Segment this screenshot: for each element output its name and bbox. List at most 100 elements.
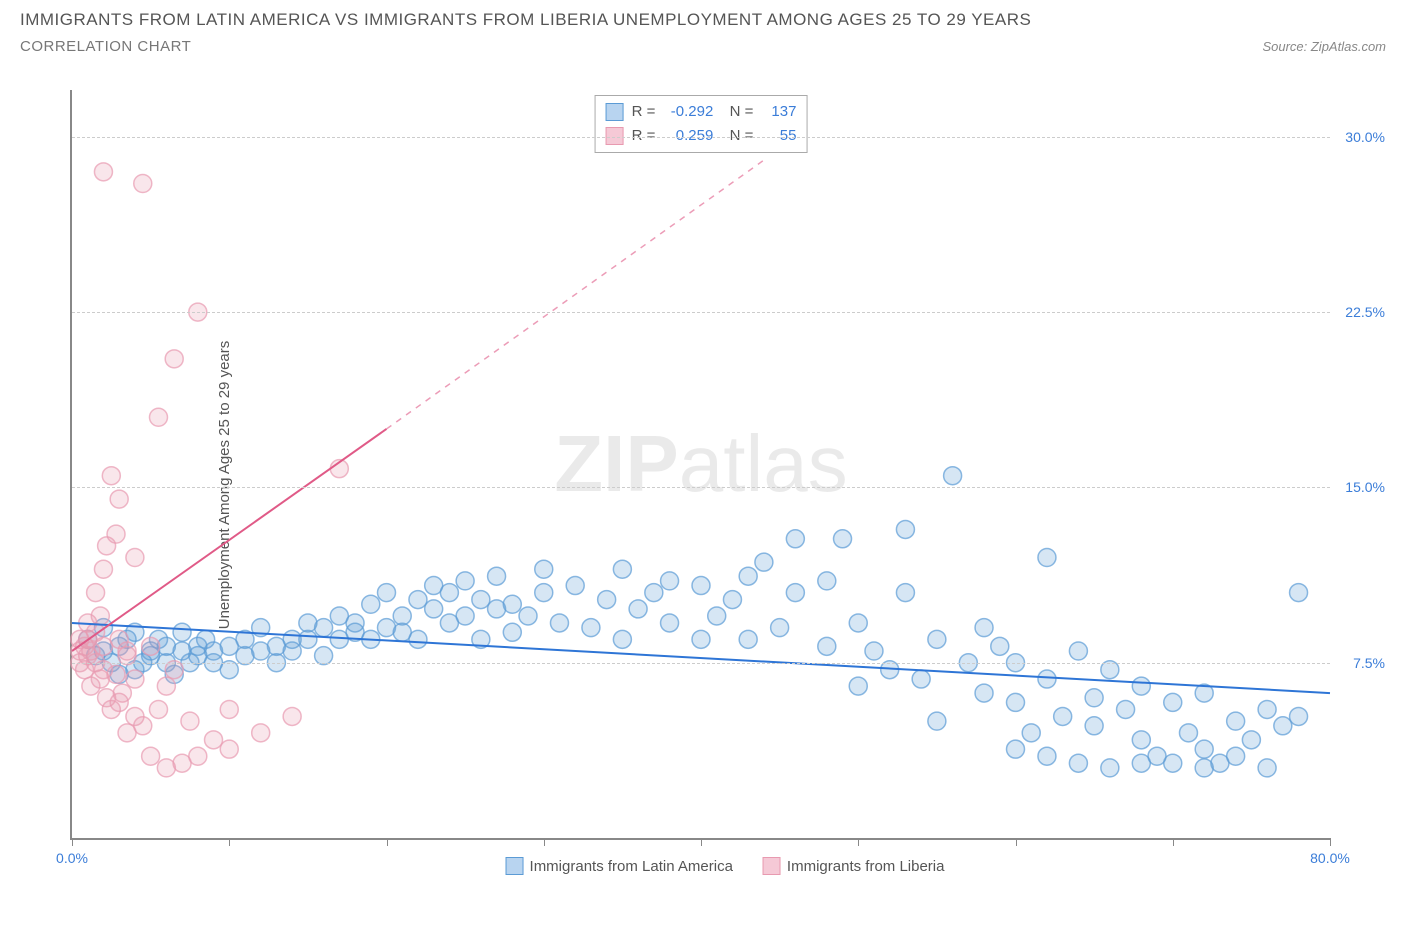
scatter-point bbox=[912, 670, 930, 688]
y-tick-label: 30.0% bbox=[1345, 129, 1385, 145]
scatter-point bbox=[786, 584, 804, 602]
scatter-point bbox=[165, 350, 183, 368]
scatter-point bbox=[598, 591, 616, 609]
legend-item: Immigrants from Latin America bbox=[506, 857, 733, 875]
scatter-point bbox=[896, 584, 914, 602]
scatter-point bbox=[1038, 747, 1056, 765]
scatter-point bbox=[818, 572, 836, 590]
y-tick-label: 15.0% bbox=[1345, 479, 1385, 495]
scatter-point bbox=[220, 740, 238, 758]
scatter-point bbox=[1179, 724, 1197, 742]
scatter-point bbox=[346, 614, 364, 632]
chart-subtitle: CORRELATION CHART bbox=[20, 38, 191, 55]
x-tick bbox=[72, 838, 73, 846]
legend-item: Immigrants from Liberia bbox=[763, 857, 945, 875]
scatter-point bbox=[723, 591, 741, 609]
scatter-point bbox=[173, 623, 191, 641]
scatter-point bbox=[975, 619, 993, 637]
scatter-point bbox=[975, 684, 993, 702]
x-tick bbox=[701, 838, 702, 846]
scatter-point bbox=[1195, 759, 1213, 777]
scatter-point bbox=[739, 567, 757, 585]
scatter-point bbox=[928, 630, 946, 648]
scatter-point bbox=[409, 630, 427, 648]
scatter-point bbox=[661, 572, 679, 590]
scatter-point bbox=[613, 560, 631, 578]
scatter-point bbox=[991, 637, 1009, 655]
scatter-point bbox=[126, 670, 144, 688]
scatter-point bbox=[472, 591, 490, 609]
series-swatch bbox=[606, 103, 624, 121]
gridline bbox=[72, 312, 1330, 313]
y-tick-label: 7.5% bbox=[1353, 655, 1385, 671]
scatter-point bbox=[865, 642, 883, 660]
scatter-point bbox=[1038, 670, 1056, 688]
scatter-point bbox=[692, 577, 710, 595]
scatter-point bbox=[1227, 712, 1245, 730]
scatter-point bbox=[1022, 724, 1040, 742]
scatter-point bbox=[582, 619, 600, 637]
scatter-point bbox=[503, 623, 521, 641]
scatter-point bbox=[456, 572, 474, 590]
scatter-point bbox=[849, 614, 867, 632]
legend-label: Immigrants from Liberia bbox=[787, 858, 945, 875]
scatter-point bbox=[1038, 549, 1056, 567]
scatter-point bbox=[110, 490, 128, 508]
scatter-point bbox=[834, 530, 852, 548]
stat-r-value: -0.292 bbox=[663, 100, 713, 124]
title-area: IMMIGRANTS FROM LATIN AMERICA VS IMMIGRA… bbox=[0, 0, 1406, 55]
subtitle-row: CORRELATION CHART Source: ZipAtlas.com bbox=[20, 38, 1386, 55]
scatter-point bbox=[134, 717, 152, 735]
scatter-point bbox=[315, 619, 333, 637]
scatter-point bbox=[283, 707, 301, 725]
plot-area: ZIPatlas R =-0.292 N =137R =0.259 N =55 … bbox=[70, 90, 1330, 840]
scatter-point bbox=[149, 408, 167, 426]
stats-row: R = -0.292 N = 137 bbox=[606, 100, 797, 124]
stat-n-label: N = bbox=[721, 100, 753, 124]
scatter-point bbox=[708, 607, 726, 625]
trend-line-extrapolated bbox=[387, 160, 764, 429]
bottom-legend: Immigrants from Latin America Immigrants … bbox=[506, 857, 945, 875]
scatter-point bbox=[692, 630, 710, 648]
scatter-point bbox=[157, 677, 175, 695]
scatter-point bbox=[928, 712, 946, 730]
stats-legend-box: R =-0.292 N =137R =0.259 N =55 bbox=[595, 95, 808, 153]
scatter-point bbox=[118, 642, 136, 660]
scatter-point bbox=[1054, 707, 1072, 725]
scatter-point bbox=[283, 642, 301, 660]
scatter-point bbox=[1195, 740, 1213, 758]
stat-n-value: 137 bbox=[761, 100, 796, 124]
scatter-point bbox=[362, 595, 380, 613]
chart-container: Unemployment Among Ages 25 to 29 years Z… bbox=[60, 90, 1390, 880]
scatter-point bbox=[1132, 731, 1150, 749]
scatter-point bbox=[440, 584, 458, 602]
x-tick bbox=[544, 838, 545, 846]
x-tick bbox=[1016, 838, 1017, 846]
scatter-point bbox=[94, 163, 112, 181]
scatter-point bbox=[896, 520, 914, 538]
legend-swatch bbox=[763, 857, 781, 875]
scatter-point bbox=[393, 607, 411, 625]
scatter-point bbox=[113, 684, 131, 702]
scatter-point bbox=[107, 525, 125, 543]
scatter-point bbox=[1101, 759, 1119, 777]
scatter-point bbox=[771, 619, 789, 637]
scatter-point bbox=[409, 591, 427, 609]
scatter-point bbox=[535, 560, 553, 578]
scatter-point bbox=[1274, 717, 1292, 735]
scatter-point bbox=[1007, 693, 1025, 711]
scatter-point bbox=[1227, 747, 1245, 765]
scatter-point bbox=[1085, 689, 1103, 707]
scatter-point bbox=[503, 595, 521, 613]
scatter-point bbox=[1069, 642, 1087, 660]
scatter-point bbox=[252, 724, 270, 742]
chart-title: IMMIGRANTS FROM LATIN AMERICA VS IMMIGRA… bbox=[20, 10, 1386, 30]
scatter-point bbox=[220, 700, 238, 718]
scatter-point bbox=[1069, 754, 1087, 772]
scatter-point bbox=[1242, 731, 1260, 749]
x-tick bbox=[229, 838, 230, 846]
stat-r-label: R = bbox=[632, 100, 656, 124]
scatter-point bbox=[739, 630, 757, 648]
scatter-point bbox=[1164, 754, 1182, 772]
scatter-point bbox=[87, 584, 105, 602]
